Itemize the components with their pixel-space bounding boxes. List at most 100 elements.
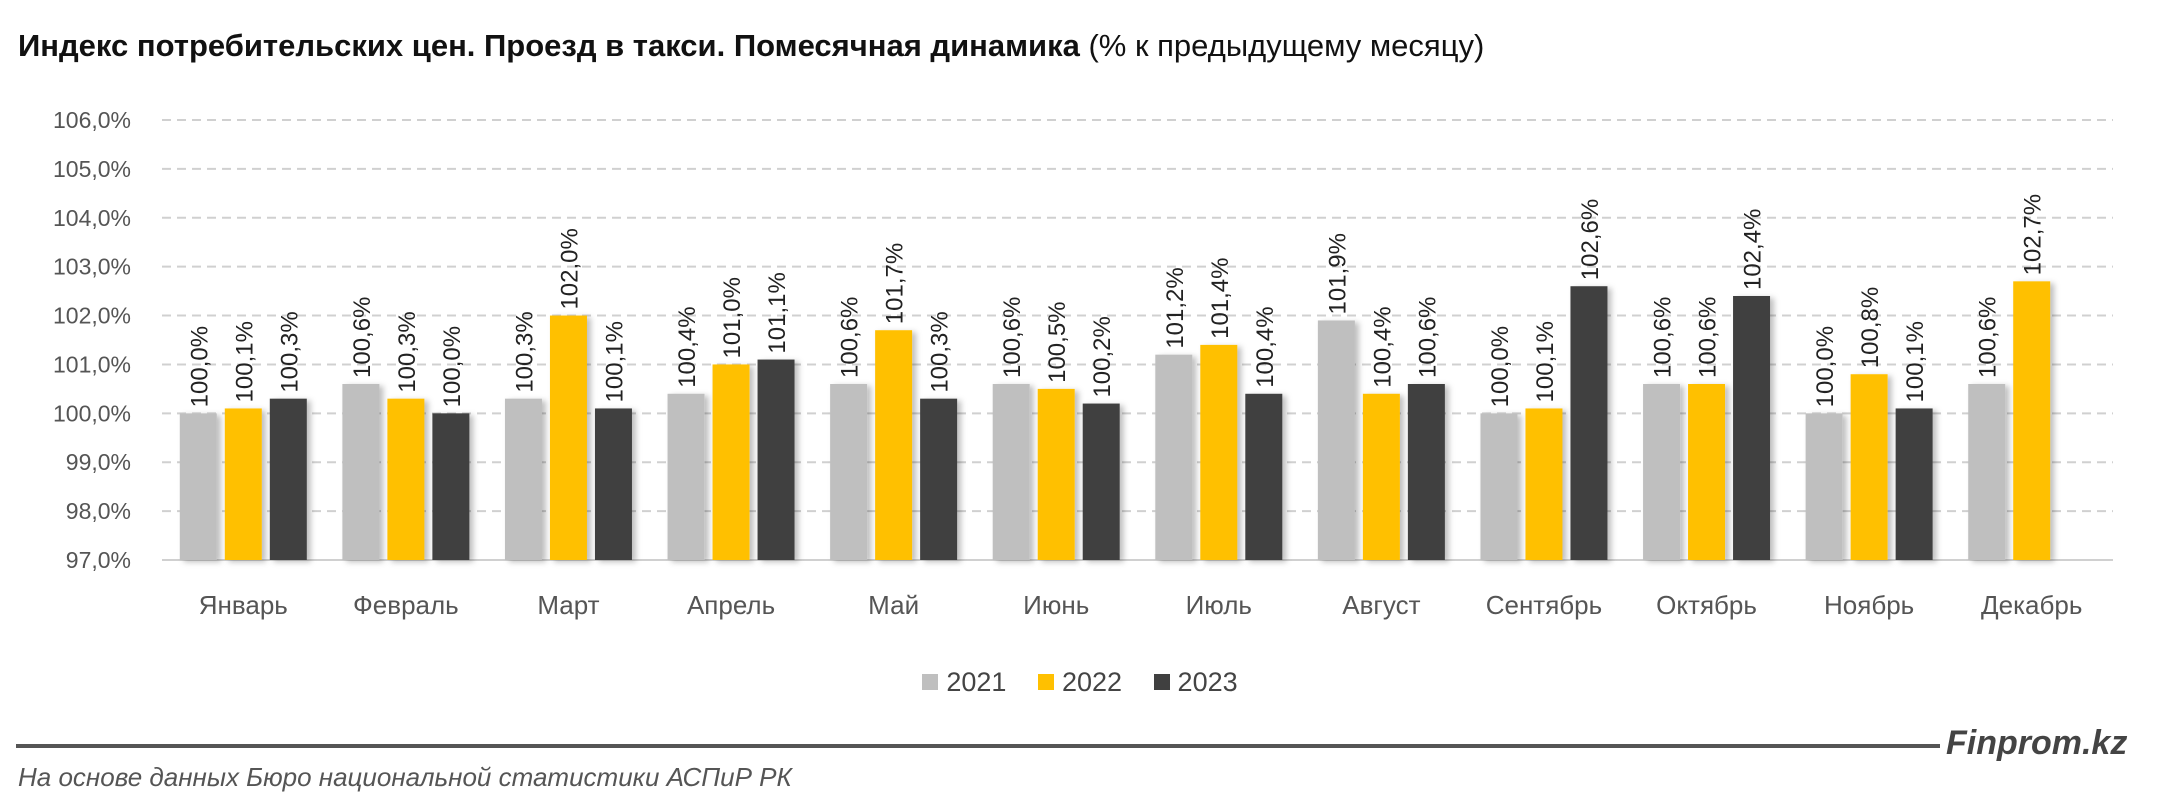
legend-label: 2021 — [946, 666, 1007, 697]
x-tick-label: Февраль — [353, 590, 459, 620]
data-label-2023: 102,6% — [1577, 199, 1604, 280]
data-label-2021: 100,6% — [1650, 297, 1677, 378]
data-label-2021: 100,6% — [349, 297, 376, 378]
legend-swatch — [1037, 674, 1054, 690]
legend-swatch — [922, 674, 939, 690]
data-label-2023: 100,1% — [601, 321, 628, 402]
bar-2023 — [1895, 408, 1933, 560]
legend-item-2023: 2023 — [1153, 666, 1238, 698]
bar-2023 — [757, 359, 795, 560]
data-label-2022: 101,0% — [719, 277, 746, 358]
data-label-2023: 100,3% — [276, 311, 303, 392]
y-tick-label: 103,0% — [53, 254, 131, 280]
y-tick-label: 102,0% — [53, 303, 131, 329]
data-label-2021: 101,2% — [1162, 267, 1189, 348]
y-tick-label: 98,0% — [66, 498, 131, 524]
title-subtitle: (% к предыдущему месяцу) — [1088, 28, 1485, 63]
bar-2022 — [712, 364, 750, 560]
legend-item-2021: 2021 — [922, 667, 1006, 698]
data-label-2021: 100,6% — [837, 297, 864, 378]
y-axis: 97,0% 98,0% 99,0% 100,0% 101,0% 102,0% 103,0% 1… — [53, 107, 131, 573]
data-label-2023: 100,4% — [1252, 306, 1279, 387]
brand-logo-text: Finprom.kz — [1946, 724, 2128, 762]
data-label-2021: 100,6% — [999, 297, 1026, 378]
data-label-2023: 101,1% — [764, 272, 791, 353]
x-tick-label: Ноябрь — [1824, 590, 1914, 620]
bar-2022 — [1200, 344, 1238, 560]
data-label-2021: 100,0% — [186, 326, 213, 407]
x-tick-label: Декабрь — [1981, 590, 2082, 620]
data-label-2023: 100,0% — [439, 326, 466, 407]
y-tick-label: 99,0% — [66, 449, 131, 475]
bar-2022 — [1362, 393, 1400, 560]
data-label-2023: 100,1% — [1902, 321, 1929, 402]
bar-2021 — [1968, 384, 2006, 560]
bar-2023 — [1245, 393, 1283, 560]
data-labels: 100,0% 100,1% 100,3% 100,6% 100,3% 100,0% 100,… — [186, 194, 2046, 407]
x-tick-label: Январь — [199, 590, 288, 620]
y-tick-label: 106,0% — [53, 107, 131, 133]
bar-2022 — [1037, 388, 1075, 560]
bars — [179, 281, 2051, 560]
data-label-2022: 102,7% — [2020, 194, 2047, 275]
bar-2021 — [179, 413, 217, 560]
y-tick-label: 100,0% — [53, 400, 131, 426]
data-label-2023: 100,3% — [927, 311, 954, 392]
bar-2021 — [504, 398, 542, 560]
gridlines — [162, 119, 2113, 561]
data-label-2022: 100,5% — [1044, 301, 1071, 382]
bar-2023 — [1082, 403, 1120, 560]
data-label-2021: 101,9% — [1324, 233, 1351, 314]
x-tick-label: Май — [868, 590, 919, 620]
x-tick-label: Июль — [1186, 590, 1252, 620]
bar-2021 — [1643, 384, 1681, 560]
bar-2022 — [2013, 281, 2051, 560]
bar-2022 — [1850, 374, 1888, 560]
y-tick-label: 104,0% — [53, 205, 131, 231]
bar-2023 — [269, 398, 307, 560]
bar-2022 — [224, 408, 262, 560]
bar-2023 — [594, 408, 632, 560]
bar-2022 — [1525, 408, 1563, 560]
bar-2021 — [830, 384, 868, 560]
data-label-2022: 100,1% — [231, 321, 258, 402]
x-tick-label: Август — [1342, 590, 1420, 620]
legend-label: 2023 — [1177, 666, 1238, 697]
y-tick-label: 101,0% — [53, 351, 131, 377]
data-label-2021: 100,3% — [511, 311, 538, 392]
x-tick-label: Июнь — [1023, 590, 1089, 620]
title-main: Индекс потребительских цен. Проезд в так… — [18, 28, 1080, 63]
x-tick-label: Апрель — [687, 590, 775, 620]
data-label-2021: 100,0% — [1487, 326, 1514, 407]
bar-2023 — [920, 398, 958, 560]
data-label-2023: 100,6% — [1414, 297, 1441, 378]
footer-divider — [16, 744, 1940, 748]
data-label-2021: 100,4% — [674, 306, 701, 387]
data-label-2022: 101,4% — [1207, 257, 1234, 338]
x-tick-label: Октябрь — [1656, 590, 1757, 620]
legend: 2021 2022 2023 — [0, 666, 2160, 698]
bar-2021 — [1805, 413, 1843, 560]
y-tick-label: 105,0% — [53, 156, 131, 182]
bar-2021 — [1155, 354, 1193, 560]
bar-2023 — [1570, 286, 1608, 560]
data-label-2022: 100,6% — [1695, 297, 1722, 378]
bar-2023 — [432, 413, 470, 560]
data-label-2022: 100,8% — [1857, 287, 1884, 368]
bar-2023 — [1733, 296, 1771, 560]
y-tick-label: 97,0% — [66, 547, 131, 573]
data-label-2022: 100,3% — [394, 311, 421, 392]
data-label-2022: 101,7% — [882, 243, 909, 324]
data-label-2022: 100,4% — [1369, 306, 1396, 387]
data-label-2023: 102,4% — [1740, 209, 1767, 290]
bar-2021 — [667, 393, 705, 560]
bar-2021 — [342, 384, 380, 560]
chart-title: Индекс потребительских цен. Проезд в так… — [18, 28, 1484, 64]
bar-2022 — [1688, 384, 1726, 560]
legend-label: 2022 — [1061, 666, 1123, 697]
x-axis: Январь Февраль Март Апрель Май Июнь Июль Август… — [199, 590, 2083, 620]
x-tick-label: Сентябрь — [1486, 590, 1602, 620]
source-note: На основе данных Бюро национальной стати… — [18, 762, 792, 792]
data-label-2021: 100,0% — [1812, 326, 1839, 407]
